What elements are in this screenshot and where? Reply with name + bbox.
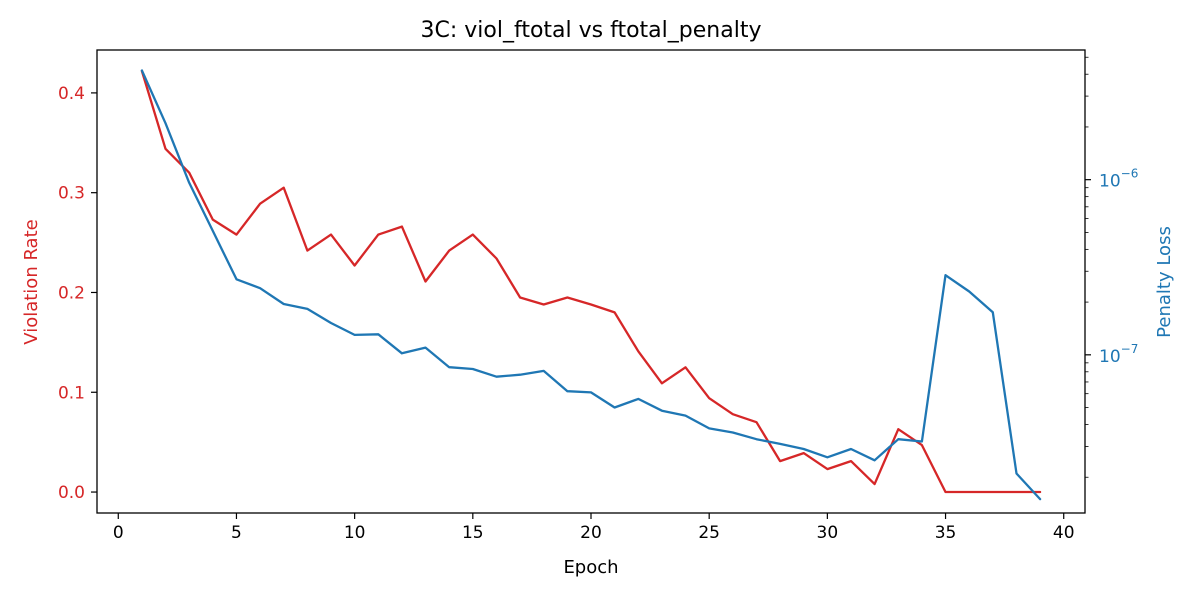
left-tick-label: 0.2 xyxy=(58,283,85,303)
x-tick-label: 15 xyxy=(462,523,484,543)
right-tick-exponent: −6 xyxy=(1121,167,1139,181)
right-tick-base: 10 xyxy=(1099,347,1121,367)
left-y-axis: 0.0 0.1 0.2 0.3 0.4 xyxy=(58,84,97,503)
left-tick-label: 0.4 xyxy=(58,84,85,104)
right-tick-label: 10−7 xyxy=(1099,342,1138,367)
left-tick-label: 0.0 xyxy=(58,483,85,503)
right-tick-base: 10 xyxy=(1099,172,1121,192)
x-tick-label: 40 xyxy=(1053,523,1075,543)
x-tick-label: 10 xyxy=(344,523,366,543)
right-tick-exponent: −7 xyxy=(1121,342,1139,356)
penalty-loss-line xyxy=(140,69,1042,501)
x-tick-label: 0 xyxy=(113,523,124,543)
right-tick-label: 10−6 xyxy=(1099,167,1138,192)
left-y-axis-title: Violation Rate xyxy=(21,219,42,344)
right-y-axis: 10−710−6 xyxy=(1085,56,1138,478)
x-tick-label: 25 xyxy=(698,523,720,543)
x-tick-label: 5 xyxy=(231,523,242,543)
left-tick-label: 0.1 xyxy=(58,383,85,403)
series-layer xyxy=(140,69,1042,501)
x-tick-label: 30 xyxy=(817,523,839,543)
chart-title: 3C: viol_ftotal vs ftotal_penalty xyxy=(421,18,762,43)
x-tick-label: 35 xyxy=(935,523,957,543)
left-tick-label: 0.3 xyxy=(58,184,85,204)
x-axis-title: Epoch xyxy=(563,557,618,578)
x-tick-label: 20 xyxy=(580,523,602,543)
x-axis: 0 5 10 15 20 25 30 35 40 xyxy=(113,513,1075,543)
right-y-axis-title: Penalty Loss xyxy=(1154,226,1175,338)
